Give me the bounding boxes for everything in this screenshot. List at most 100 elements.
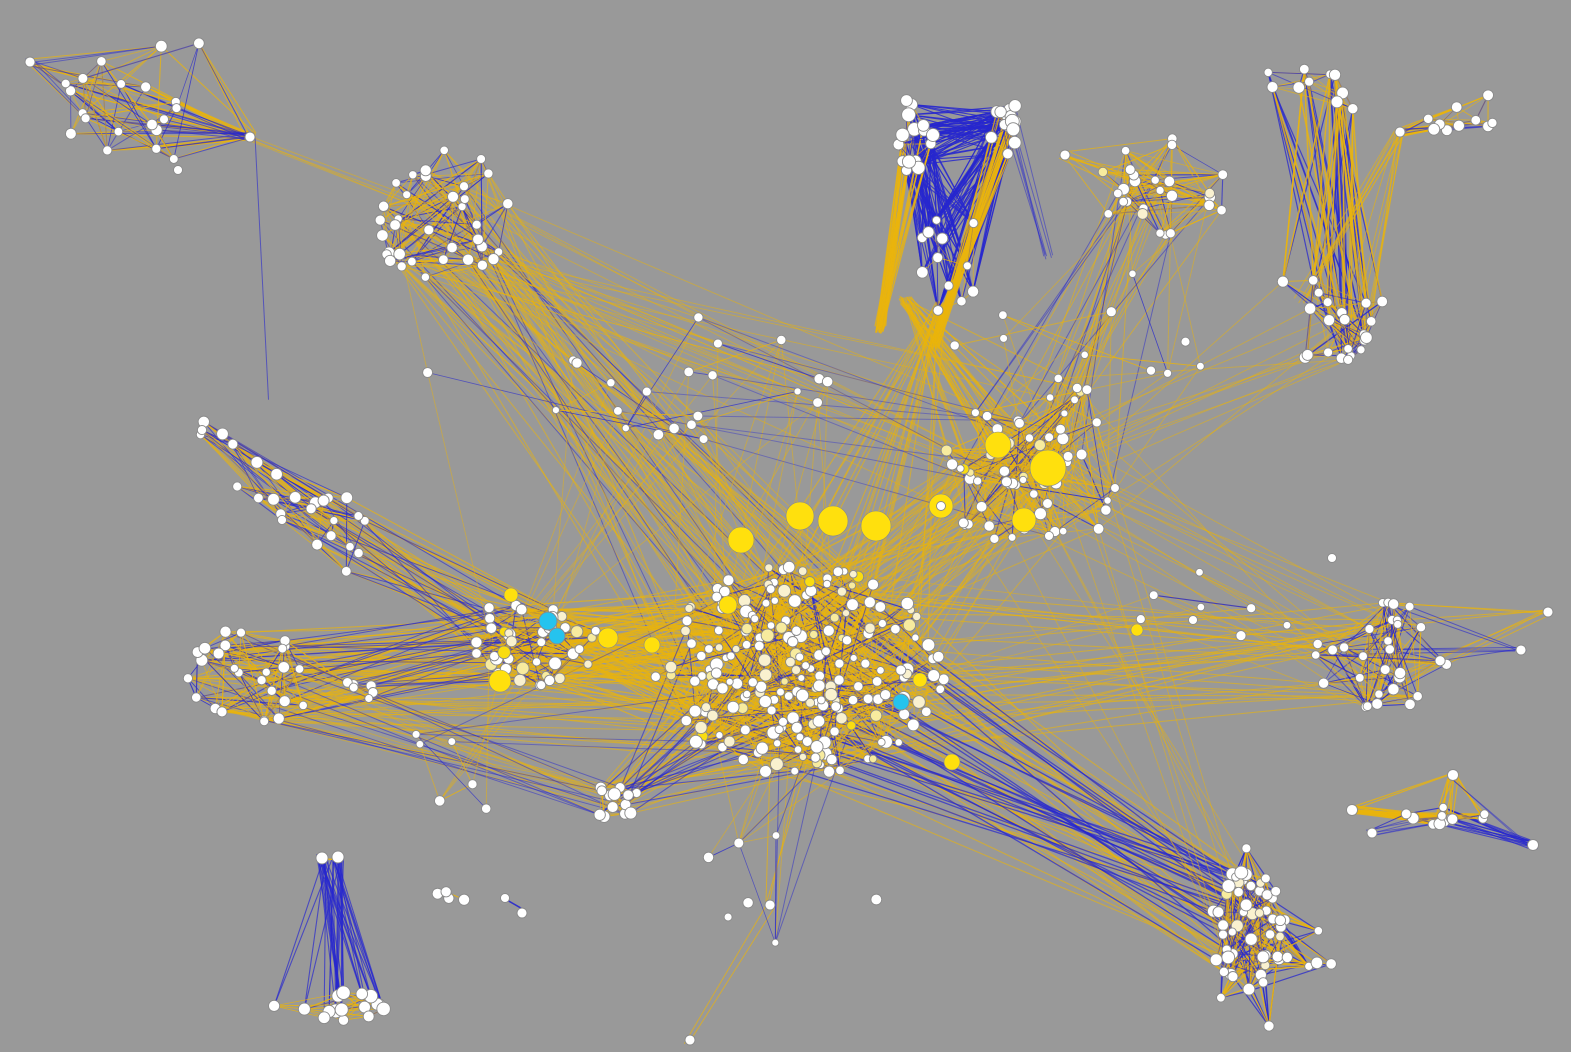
graph-node[interactable] <box>340 491 354 505</box>
graph-node[interactable] <box>1371 698 1384 710</box>
graph-node[interactable] <box>434 795 446 807</box>
graph-node[interactable] <box>711 591 722 603</box>
graph-node[interactable] <box>1056 432 1070 446</box>
graph-node[interactable] <box>1100 504 1112 516</box>
graph-node[interactable] <box>1307 275 1319 286</box>
graph-node[interactable] <box>532 657 542 667</box>
graph-node[interactable] <box>894 738 903 747</box>
graph-node[interactable] <box>846 720 857 731</box>
graph-node[interactable] <box>1019 475 1028 484</box>
graph-node[interactable] <box>901 154 917 169</box>
graph-node[interactable] <box>1227 971 1239 983</box>
graph-node[interactable] <box>1097 166 1109 178</box>
graph-node[interactable] <box>554 672 566 685</box>
graph-node[interactable] <box>467 779 478 790</box>
graph-node[interactable] <box>1271 950 1284 963</box>
graph-node[interactable] <box>835 765 845 776</box>
graph-node[interactable] <box>747 677 758 688</box>
graph-node[interactable] <box>216 427 229 441</box>
graph-node[interactable] <box>1327 644 1338 656</box>
graph-node[interactable] <box>297 1002 311 1016</box>
graph-node[interactable] <box>1323 347 1334 358</box>
graph-node[interactable] <box>912 695 926 709</box>
graph-node[interactable] <box>932 305 944 316</box>
graph-node[interactable] <box>816 695 826 705</box>
graph-node[interactable] <box>198 641 212 655</box>
graph-node[interactable] <box>689 734 703 749</box>
graph-node[interactable] <box>1515 644 1527 656</box>
graph-node[interactable] <box>1070 395 1079 405</box>
graph-node[interactable] <box>981 410 993 422</box>
graph-node[interactable] <box>725 677 734 686</box>
graph-node[interactable] <box>393 247 406 261</box>
graph-node[interactable] <box>983 520 995 532</box>
graph-node[interactable] <box>396 261 407 272</box>
graph-node[interactable] <box>790 766 800 776</box>
graph-node[interactable] <box>668 422 680 435</box>
graph-node[interactable] <box>814 670 825 682</box>
graph-node[interactable] <box>895 664 907 676</box>
graph-node[interactable] <box>278 695 291 708</box>
graph-node[interactable] <box>472 233 484 246</box>
graph-node[interactable] <box>1216 992 1226 1003</box>
graph-node[interactable] <box>1045 393 1055 402</box>
graph-node[interactable] <box>1000 476 1013 488</box>
graph-node[interactable] <box>689 675 701 687</box>
graph-node[interactable] <box>1365 316 1377 327</box>
graph-node[interactable] <box>471 648 482 659</box>
graph-node[interactable] <box>994 105 1007 119</box>
graph-node[interactable] <box>1383 636 1393 646</box>
graph-node[interactable] <box>624 806 638 820</box>
graph-node[interactable] <box>684 603 694 613</box>
graph-node[interactable] <box>770 596 779 605</box>
graph-node[interactable] <box>140 81 152 93</box>
graph-node[interactable] <box>726 700 740 714</box>
graph-node[interactable] <box>864 622 876 634</box>
graph-node[interactable] <box>229 663 239 673</box>
graph-node[interactable] <box>447 737 457 746</box>
graph-node[interactable] <box>829 726 840 737</box>
graph-node[interactable] <box>1145 365 1157 376</box>
graph-node[interactable] <box>916 266 929 279</box>
graph-node[interactable] <box>1384 644 1395 655</box>
graph-node[interactable] <box>422 367 434 378</box>
graph-node[interactable] <box>1328 68 1342 81</box>
graph-node[interactable] <box>1423 113 1434 125</box>
graph-node[interactable] <box>826 753 838 766</box>
graph-node[interactable] <box>485 622 498 634</box>
graph-node[interactable] <box>1301 348 1314 361</box>
graph-node[interactable] <box>1376 295 1389 308</box>
graph-node[interactable] <box>113 126 124 137</box>
graph-node[interactable] <box>622 789 634 801</box>
graph-node[interactable] <box>958 517 969 529</box>
graph-node[interactable] <box>334 1002 349 1017</box>
graph-node[interactable] <box>870 893 883 906</box>
graph-node[interactable] <box>956 464 965 473</box>
graph-node[interactable] <box>407 256 417 267</box>
graph-node[interactable] <box>771 831 781 840</box>
graph-node[interactable] <box>847 694 859 706</box>
graph-node[interactable] <box>1327 553 1337 563</box>
graph-node[interactable] <box>439 145 449 156</box>
graph-node[interactable] <box>458 181 470 192</box>
graph-node[interactable] <box>447 190 459 203</box>
graph-node[interactable] <box>824 687 838 702</box>
graph-node[interactable] <box>766 621 776 630</box>
graph-node[interactable] <box>712 338 723 349</box>
graph-node[interactable] <box>1434 655 1446 667</box>
graph-node[interactable] <box>253 492 264 504</box>
graph-node[interactable] <box>325 530 337 542</box>
graph-node[interactable] <box>1244 932 1258 946</box>
graph-node[interactable] <box>1263 1020 1275 1032</box>
graph-node[interactable] <box>773 739 782 748</box>
cyan-node[interactable] <box>548 627 566 645</box>
graph-node[interactable] <box>389 219 401 231</box>
graph-node[interactable] <box>1150 175 1160 185</box>
graph-node[interactable] <box>770 757 784 771</box>
hub-node[interactable] <box>1011 507 1037 533</box>
graph-node[interactable] <box>505 635 518 648</box>
graph-node[interactable] <box>1313 287 1324 298</box>
graph-node[interactable] <box>1059 149 1071 161</box>
graph-node[interactable] <box>874 601 887 613</box>
graph-node[interactable] <box>683 366 694 378</box>
